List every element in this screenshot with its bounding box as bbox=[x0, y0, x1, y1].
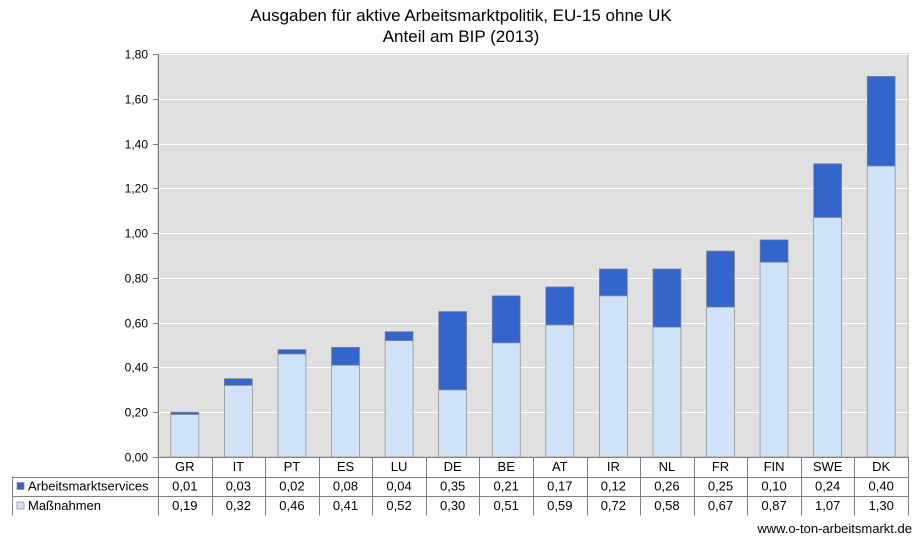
plot-area bbox=[157, 53, 909, 458]
data-label: 0,10 bbox=[761, 479, 786, 494]
data-label: 0,32 bbox=[226, 498, 251, 513]
data-label: 0,59 bbox=[547, 498, 572, 513]
data-label: 0,41 bbox=[333, 498, 358, 513]
bar-arbeitsmarktservices bbox=[224, 378, 253, 386]
bar-arbeitsmarktservices bbox=[652, 268, 682, 328]
x-tick-label: BE bbox=[498, 459, 516, 474]
y-tick-label: 1,80 bbox=[125, 48, 149, 62]
bar-massnahmen bbox=[170, 414, 200, 458]
data-label: 0,35 bbox=[440, 479, 465, 494]
bar-arbeitsmarktservices bbox=[491, 295, 521, 344]
bar-arbeitsmarktservices bbox=[545, 286, 575, 326]
x-tick-label: DK bbox=[872, 459, 890, 474]
bar-arbeitsmarktservices bbox=[384, 331, 414, 341]
bar-massnahmen bbox=[331, 364, 360, 458]
bar-massnahmen bbox=[277, 353, 307, 458]
data-label: 0,51 bbox=[494, 498, 519, 513]
x-tick-label: FIN bbox=[764, 459, 785, 474]
data-label: 0,03 bbox=[226, 479, 251, 494]
bar-massnahmen bbox=[652, 326, 682, 458]
data-label: 0,40 bbox=[869, 479, 894, 494]
bar-arbeitsmarktservices bbox=[170, 411, 200, 415]
y-tick-label: 1,60 bbox=[125, 93, 149, 107]
legend-key bbox=[16, 501, 25, 510]
y-tick-label: 0,80 bbox=[125, 272, 149, 286]
data-label: 0,21 bbox=[494, 479, 519, 494]
bar-arbeitsmarktservices bbox=[438, 311, 467, 391]
bar-massnahmen bbox=[545, 324, 575, 458]
data-label: 0,25 bbox=[708, 479, 733, 494]
bar-arbeitsmarktservices bbox=[813, 163, 842, 218]
y-tick-label: 1,00 bbox=[125, 227, 149, 241]
bar-massnahmen bbox=[491, 342, 521, 458]
x-tick-label: IR bbox=[607, 459, 620, 474]
bar-massnahmen bbox=[706, 306, 735, 458]
y-tick-label: 0,20 bbox=[125, 406, 149, 420]
data-label: 0,01 bbox=[172, 479, 197, 494]
bar-arbeitsmarktservices bbox=[277, 349, 307, 355]
data-label: 0,04 bbox=[386, 479, 411, 494]
bar-massnahmen bbox=[813, 217, 842, 458]
data-label: 0,12 bbox=[601, 479, 626, 494]
data-label: 0,72 bbox=[601, 498, 626, 513]
y-tick-label: 0,60 bbox=[125, 317, 149, 331]
chart-title: Ausgaben für aktive Arbeitsmarktpolitik,… bbox=[250, 6, 672, 25]
bar-massnahmen bbox=[759, 261, 789, 458]
x-tick-label: ES bbox=[337, 459, 355, 474]
x-tick-label: DE bbox=[444, 459, 462, 474]
data-label: 0,17 bbox=[547, 479, 572, 494]
legend-label: Maßnahmen bbox=[28, 498, 101, 513]
y-tick-label: 0,00 bbox=[125, 451, 149, 465]
x-tick-label: SWE bbox=[813, 459, 843, 474]
data-label: 0,52 bbox=[386, 498, 411, 513]
x-tick-label: PT bbox=[284, 459, 301, 474]
bar-arbeitsmarktservices bbox=[759, 239, 789, 263]
bar-massnahmen bbox=[224, 385, 253, 458]
data-label: 0,30 bbox=[440, 498, 465, 513]
y-tick-label: 0,40 bbox=[125, 361, 149, 375]
bar-massnahmen bbox=[438, 389, 467, 458]
x-tick-label: AT bbox=[552, 459, 568, 474]
legend-key bbox=[16, 482, 25, 490]
data-label: 0,08 bbox=[333, 479, 358, 494]
legend-label: Arbeitsmarktservices bbox=[28, 479, 149, 494]
data-label: 0,24 bbox=[815, 479, 840, 494]
data-label: 0,87 bbox=[761, 498, 786, 513]
bar-massnahmen bbox=[384, 340, 414, 458]
chart-subtitle: Anteil am BIP (2013) bbox=[382, 27, 540, 46]
y-tick-label: 1,40 bbox=[125, 138, 149, 152]
x-tick-label: IT bbox=[233, 459, 245, 474]
data-label: 0,46 bbox=[279, 498, 304, 513]
x-tick-label: LU bbox=[391, 459, 408, 474]
x-tick-label: GR bbox=[175, 459, 195, 474]
x-tick-label: NL bbox=[659, 459, 676, 474]
data-label: 0,58 bbox=[654, 498, 679, 513]
data-label: 1,30 bbox=[869, 498, 894, 513]
data-label: 1,07 bbox=[815, 498, 840, 513]
source-url: www.o-ton-arbeitsmarkt.de bbox=[757, 521, 912, 536]
bar-massnahmen bbox=[599, 295, 628, 458]
bar-arbeitsmarktservices bbox=[706, 250, 735, 308]
data-label: 0,67 bbox=[708, 498, 733, 513]
data-label: 0,26 bbox=[654, 479, 679, 494]
data-label: 0,02 bbox=[279, 479, 304, 494]
bar-massnahmen bbox=[866, 165, 896, 458]
bar-arbeitsmarktservices bbox=[866, 76, 896, 167]
bar-arbeitsmarktservices bbox=[599, 268, 628, 297]
data-label: 0,19 bbox=[172, 498, 197, 513]
x-tick-label: FR bbox=[712, 459, 729, 474]
y-tick-label: 1,20 bbox=[125, 182, 149, 196]
bar-arbeitsmarktservices bbox=[331, 346, 360, 366]
